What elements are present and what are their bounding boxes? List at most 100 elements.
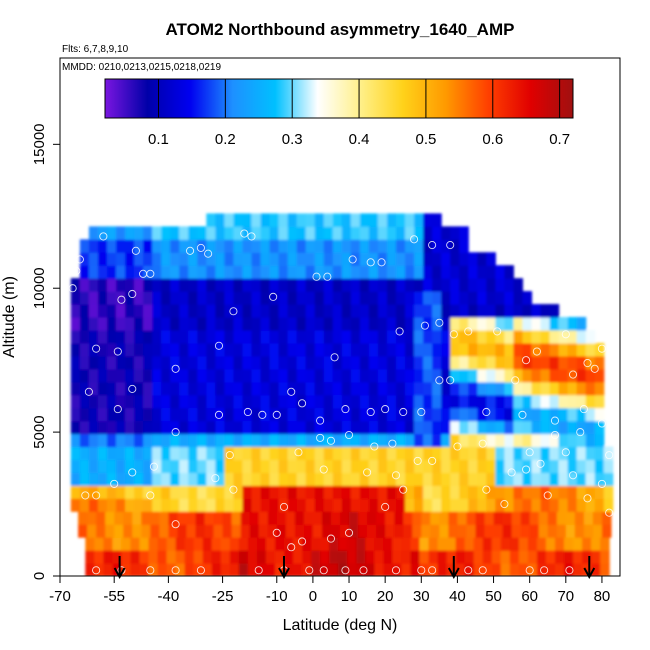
heat-cell — [175, 537, 186, 551]
heat-cell — [260, 226, 271, 240]
heat-cell — [260, 407, 271, 422]
sample-point — [186, 246, 195, 255]
heat-cell — [459, 368, 469, 383]
heat-cell — [396, 472, 406, 486]
heat-cell — [106, 498, 117, 512]
heat-cell — [547, 524, 558, 538]
heat-cell — [314, 291, 325, 305]
heat-cell — [215, 420, 225, 435]
heat-cell — [79, 329, 90, 344]
heat-cell — [323, 226, 334, 240]
heat-cell — [168, 524, 179, 538]
heat-cell — [97, 394, 108, 409]
heat-cell — [88, 278, 99, 292]
heat-cell — [583, 524, 594, 538]
heat-cell — [486, 407, 496, 422]
sample-point — [417, 407, 426, 417]
heat-cell — [222, 511, 233, 525]
heat-cell — [79, 472, 90, 486]
heat-cell — [396, 498, 406, 512]
heat-cell — [567, 317, 578, 331]
heat-cell — [251, 342, 262, 357]
heat-cell — [332, 265, 343, 279]
heat-cell — [457, 524, 468, 538]
heat-cell — [468, 381, 478, 396]
heat-cell — [493, 511, 504, 525]
heat-cell — [206, 342, 216, 357]
heat-cell — [585, 407, 596, 422]
heat-cell — [97, 498, 108, 512]
heat-cell — [603, 498, 614, 512]
heat-cell — [256, 550, 267, 564]
heat-cell — [233, 420, 244, 435]
heat-cell — [116, 485, 126, 499]
heat-cell — [441, 407, 451, 422]
heat-cell — [233, 472, 244, 486]
heat-cell — [269, 472, 280, 486]
heat-cell — [350, 355, 361, 370]
heat-cell — [450, 304, 460, 318]
heat-cell — [134, 459, 144, 473]
heat-cell — [386, 381, 397, 396]
heat-cell — [269, 278, 280, 292]
heat-cell — [125, 317, 135, 331]
heat-cell — [513, 485, 524, 499]
heat-cell — [350, 252, 361, 266]
heat-cell — [188, 329, 198, 344]
heat-cell — [513, 329, 524, 344]
sample-point — [597, 419, 606, 428]
heat-cell — [359, 355, 370, 370]
heat-cell — [594, 394, 605, 409]
heat-cell — [143, 407, 153, 422]
heat-cell — [215, 498, 225, 512]
heat-cell — [143, 252, 153, 266]
sample-point — [128, 384, 137, 393]
heat-cell — [455, 563, 466, 576]
heat-cell — [582, 550, 592, 564]
heat-cell — [585, 472, 596, 486]
heat-cell — [603, 485, 614, 499]
heat-cell — [576, 433, 587, 448]
heat-cell — [152, 420, 162, 435]
heat-cell — [323, 381, 334, 396]
heat-cell — [477, 329, 487, 344]
heat-cell — [405, 472, 415, 486]
x-tick-label: 30 — [413, 588, 430, 605]
heat-cell — [359, 485, 370, 499]
heat-cell — [432, 485, 442, 499]
heat-cell — [482, 537, 493, 551]
heat-cell — [332, 317, 343, 331]
sample-point — [550, 430, 560, 440]
heat-cell — [459, 239, 469, 253]
heat-cell — [251, 394, 262, 409]
heat-cell — [522, 407, 533, 422]
heat-cell — [161, 239, 171, 253]
sample-point — [449, 330, 458, 339]
heat-cell — [341, 304, 352, 318]
heat-cell — [260, 342, 271, 357]
heat-cell — [240, 511, 251, 525]
x-tick-label: 50 — [485, 588, 502, 605]
heat-cell — [222, 524, 233, 538]
heat-cell — [432, 381, 442, 396]
colorbar-tick-label: 0.7 — [549, 131, 570, 148]
heat-cell — [197, 381, 207, 396]
heat-cell — [161, 459, 171, 473]
heat-cell — [564, 550, 574, 564]
heat-cell — [459, 355, 469, 370]
heat-cell — [143, 446, 153, 461]
heat-cell — [170, 278, 180, 292]
heat-cell — [396, 381, 406, 396]
sample-point — [493, 327, 502, 336]
heat-cell — [368, 226, 379, 240]
heat-cell — [233, 459, 244, 473]
heat-cell — [350, 329, 361, 344]
heat-cell — [441, 291, 451, 305]
sample-point — [312, 272, 321, 281]
heat-cell — [359, 381, 370, 396]
heat-cell — [459, 381, 469, 396]
heat-cell — [432, 407, 442, 422]
heat-cell — [513, 381, 524, 396]
heat-cell — [179, 368, 189, 383]
heat-cell — [350, 226, 361, 240]
